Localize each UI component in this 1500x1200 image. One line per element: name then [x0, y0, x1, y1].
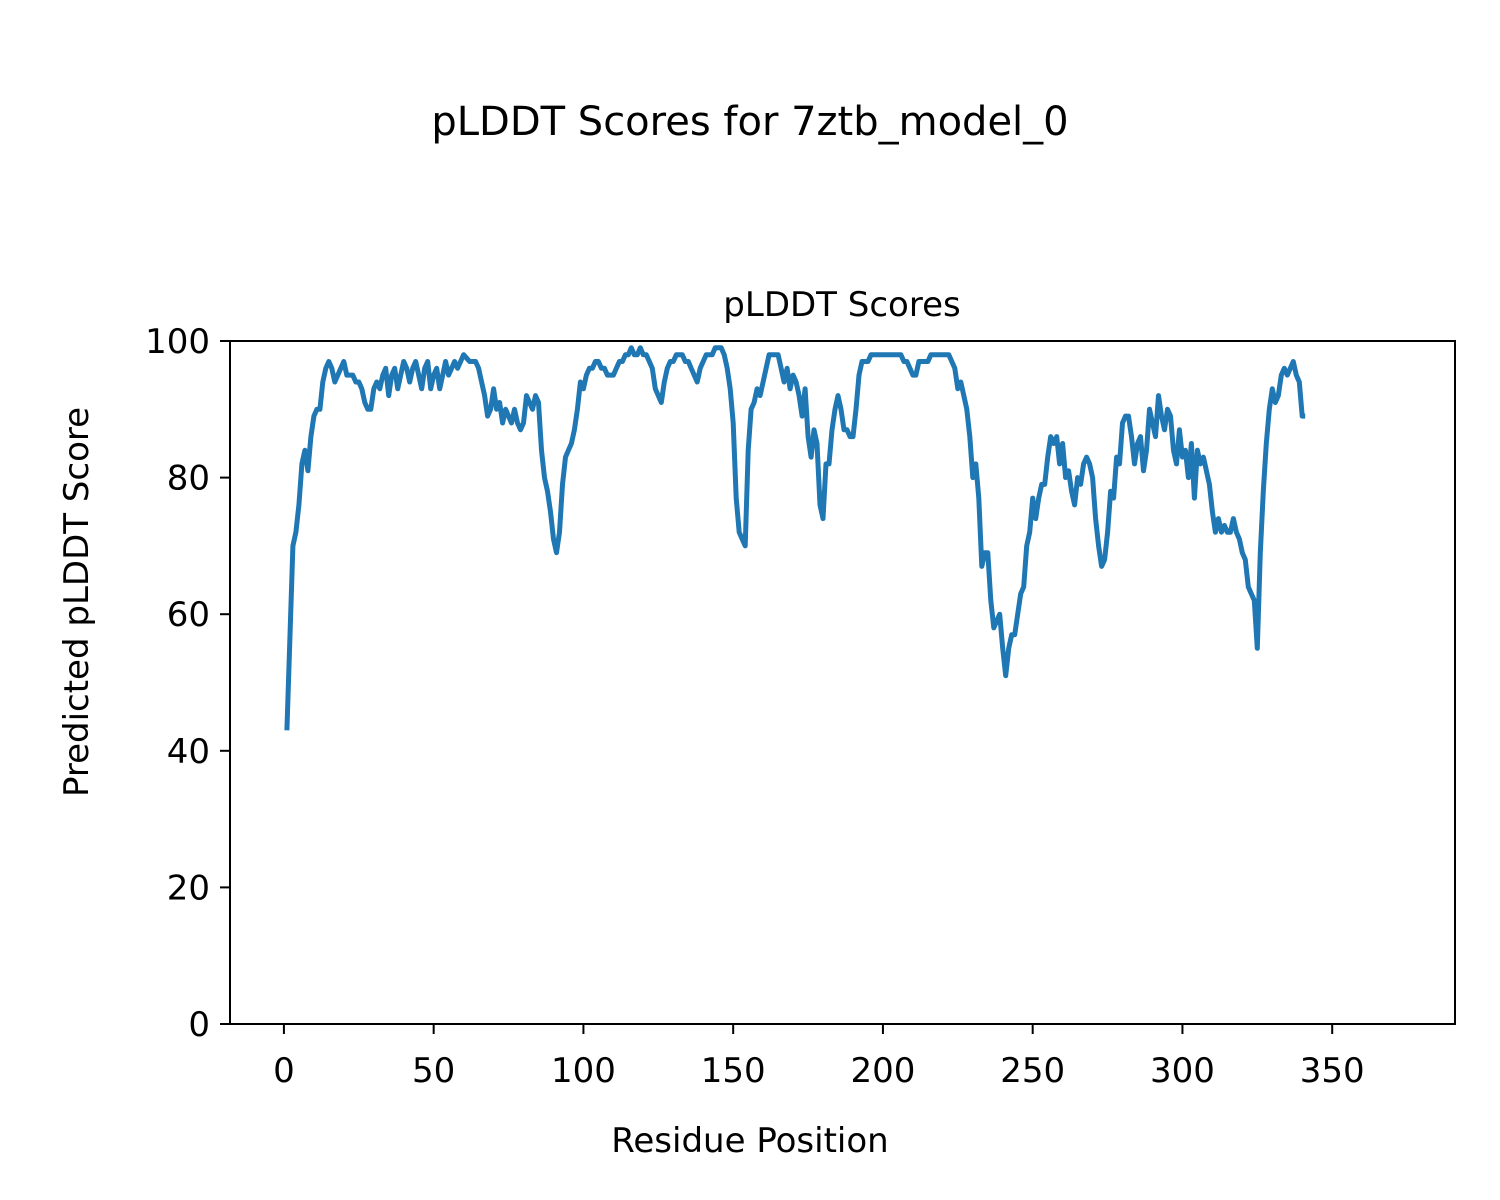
- x-axis-label: Residue Position: [611, 1121, 888, 1161]
- x-tick-label: 150: [701, 1051, 766, 1091]
- series-line-plddt: [284, 345, 1306, 731]
- y-tick-label: 40: [167, 732, 210, 772]
- x-tick-label: 300: [1150, 1051, 1215, 1091]
- x-axis-ticks: 0 50 100 150 200 250 300 350: [273, 1024, 1365, 1091]
- x-tick-label: 50: [412, 1051, 455, 1091]
- y-tick-label: 0: [188, 1005, 210, 1045]
- chart-title: pLDDT Scores: [723, 285, 960, 325]
- y-tick-label: 60: [167, 595, 210, 635]
- series-layer: [284, 345, 1306, 731]
- y-tick-label: 20: [167, 868, 210, 908]
- plot-area-frame: [229, 340, 1456, 1025]
- x-tick-label: 350: [1300, 1051, 1365, 1091]
- y-axis-label: Predicted pLDDT Score: [57, 407, 97, 797]
- figure-suptitle: pLDDT Scores for 7ztb_model_0: [431, 99, 1068, 145]
- y-tick-label: 80: [167, 459, 210, 499]
- y-axis-ticks: 0 20 40 60 80 100: [145, 322, 230, 1045]
- x-tick-label: 200: [850, 1051, 915, 1091]
- x-tick-label: 0: [273, 1051, 295, 1091]
- x-tick-label: 100: [551, 1051, 616, 1091]
- x-tick-label: 250: [1000, 1051, 1065, 1091]
- y-tick-label: 100: [145, 322, 210, 362]
